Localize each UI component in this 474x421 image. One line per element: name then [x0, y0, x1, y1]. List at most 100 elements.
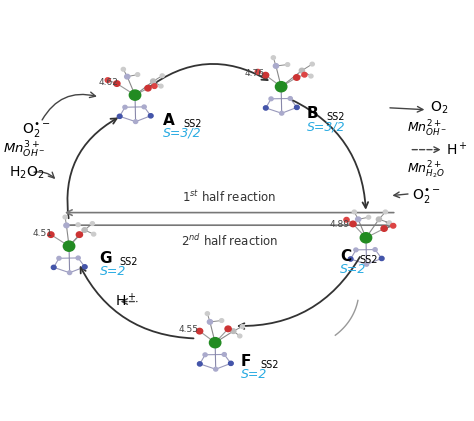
Text: SS2: SS2	[327, 112, 346, 123]
Circle shape	[82, 265, 87, 269]
Circle shape	[210, 338, 221, 348]
Circle shape	[344, 218, 349, 222]
Text: O$_2^{\bullet -}$: O$_2^{\bullet -}$	[22, 122, 50, 140]
Text: S=3/2: S=3/2	[307, 120, 346, 133]
Circle shape	[263, 72, 269, 78]
Circle shape	[91, 232, 96, 236]
Circle shape	[134, 120, 137, 123]
Circle shape	[51, 265, 56, 269]
Circle shape	[48, 232, 54, 237]
Circle shape	[350, 221, 356, 226]
Text: H$^+$: H$^+$	[115, 292, 137, 309]
Circle shape	[228, 361, 233, 365]
Circle shape	[294, 105, 299, 109]
Text: $Mn^{2+}_{H_2O}$: $Mn^{2+}_{H_2O}$	[407, 160, 445, 181]
Circle shape	[197, 328, 203, 334]
Circle shape	[383, 210, 387, 214]
Text: 4.89: 4.89	[329, 220, 349, 229]
Circle shape	[76, 223, 80, 226]
Circle shape	[105, 78, 110, 83]
Circle shape	[214, 368, 218, 371]
Text: S=2: S=2	[100, 265, 126, 278]
Circle shape	[203, 353, 207, 357]
Circle shape	[76, 232, 82, 237]
Circle shape	[229, 362, 233, 365]
Circle shape	[222, 353, 227, 356]
Circle shape	[264, 106, 268, 110]
Circle shape	[310, 62, 314, 66]
Circle shape	[237, 334, 242, 338]
Circle shape	[366, 216, 371, 219]
Text: 1$^{st}$ half reaction: 1$^{st}$ half reaction	[182, 189, 276, 205]
Text: 4.55: 4.55	[179, 325, 199, 334]
Text: F: F	[241, 354, 251, 369]
Circle shape	[118, 114, 122, 118]
Circle shape	[64, 223, 69, 228]
Text: G: G	[100, 251, 112, 266]
Circle shape	[136, 73, 140, 77]
Circle shape	[219, 319, 224, 322]
Circle shape	[280, 112, 284, 115]
Text: S=2: S=2	[340, 263, 366, 276]
Circle shape	[129, 90, 141, 100]
Circle shape	[198, 362, 202, 366]
Circle shape	[90, 222, 94, 225]
Text: 4.62: 4.62	[99, 77, 118, 87]
Circle shape	[125, 75, 130, 79]
Circle shape	[76, 256, 80, 260]
Circle shape	[356, 217, 361, 221]
Text: 2$^{nd}$ half reaction: 2$^{nd}$ half reaction	[181, 233, 278, 249]
Circle shape	[285, 63, 290, 67]
Circle shape	[354, 248, 358, 252]
Circle shape	[64, 241, 75, 251]
Circle shape	[82, 265, 87, 269]
Circle shape	[57, 256, 61, 260]
Text: SS2: SS2	[360, 255, 378, 265]
Circle shape	[348, 257, 353, 261]
Circle shape	[295, 106, 299, 109]
Circle shape	[365, 262, 369, 266]
Circle shape	[288, 97, 292, 100]
Circle shape	[380, 257, 384, 260]
Circle shape	[299, 68, 304, 73]
Circle shape	[264, 106, 268, 110]
Circle shape	[273, 64, 279, 68]
Circle shape	[151, 79, 156, 83]
Text: $Mn^{2+}_{OH^-}$: $Mn^{2+}_{OH^-}$	[407, 119, 447, 139]
Text: O$_2$: O$_2$	[429, 99, 448, 116]
Text: H$_2$O$_2$: H$_2$O$_2$	[9, 165, 45, 181]
Circle shape	[63, 215, 67, 219]
Circle shape	[391, 224, 396, 228]
Circle shape	[255, 69, 260, 74]
Text: SS2: SS2	[119, 257, 138, 267]
Circle shape	[52, 266, 56, 269]
Circle shape	[205, 312, 210, 315]
Circle shape	[118, 115, 122, 118]
Circle shape	[123, 105, 127, 109]
Circle shape	[348, 257, 353, 261]
Text: S=2: S=2	[241, 368, 267, 381]
Circle shape	[352, 210, 356, 214]
Circle shape	[142, 105, 146, 109]
Circle shape	[376, 217, 382, 221]
Text: S=3/2: S=3/2	[164, 126, 202, 139]
Circle shape	[240, 325, 245, 328]
Circle shape	[293, 75, 300, 80]
Circle shape	[360, 233, 372, 243]
Circle shape	[387, 221, 392, 225]
Circle shape	[309, 74, 313, 78]
Text: A: A	[164, 113, 175, 128]
Text: C: C	[340, 249, 351, 264]
Text: 4.76: 4.76	[245, 69, 264, 78]
Circle shape	[302, 72, 307, 77]
Circle shape	[231, 329, 236, 333]
Circle shape	[207, 320, 212, 324]
Circle shape	[275, 82, 287, 92]
Circle shape	[159, 84, 163, 88]
Circle shape	[381, 226, 387, 231]
Circle shape	[121, 67, 126, 71]
Circle shape	[152, 84, 157, 88]
Text: O$_2^{\bullet -}$: O$_2^{\bullet -}$	[412, 187, 440, 206]
Circle shape	[269, 97, 273, 101]
Circle shape	[373, 248, 377, 251]
